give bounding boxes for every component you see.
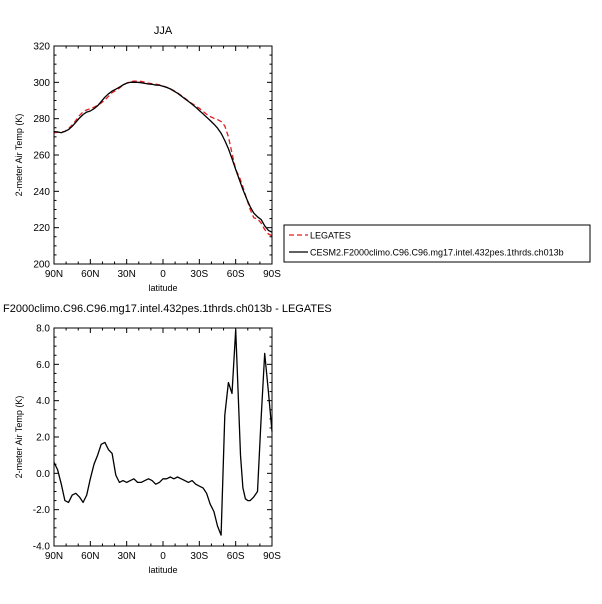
legend-box <box>283 224 591 263</box>
x-tick-label: 60S <box>227 551 245 562</box>
y-tick-label: -4.0 <box>33 542 51 553</box>
x-tick-label: 0 <box>160 269 166 280</box>
x-tick-label: 30N <box>117 269 135 280</box>
x-tick-label: 90N <box>45 269 63 280</box>
y-tick-label: 220 <box>33 223 50 234</box>
y-tick-label: 300 <box>33 78 50 89</box>
x-tick-label: 60N <box>81 269 99 280</box>
x-tick-label: 90S <box>263 269 281 280</box>
chart-title: F2000climo.C96.C96.mg17.intel.432pes.1th… <box>3 303 332 315</box>
x-tick-label: 60S <box>227 269 245 280</box>
plot-frame <box>53 45 273 265</box>
y-tick-label: 200 <box>33 260 50 271</box>
y-tick-label: 320 <box>33 42 50 53</box>
y-tick-label: 0.0 <box>36 469 50 480</box>
legend-label-1: CESM2.F2000climo.C96.C96.mg17.intel.432p… <box>310 248 564 258</box>
series-line-1 <box>53 81 273 233</box>
plot-frame <box>53 327 273 547</box>
chart-title: JJA <box>154 25 173 37</box>
x-tick-label: 30N <box>117 551 135 562</box>
y-tick-label: 280 <box>33 114 50 125</box>
x-tick-label: 0 <box>160 551 166 562</box>
series-line-0 <box>53 329 273 536</box>
y-tick-label: 4.0 <box>36 396 50 407</box>
y-tick-label: 6.0 <box>36 360 50 371</box>
y-tick-label: -2.0 <box>33 505 51 516</box>
y-axis-label: 2-meter Air Temp (K) <box>14 396 24 479</box>
x-tick-label: 30S <box>190 269 208 280</box>
y-tick-label: 260 <box>33 151 50 162</box>
x-axis-label: latitude <box>148 565 177 575</box>
series-line-0 <box>53 80 273 237</box>
y-axis-label: 2-meter Air Temp (K) <box>14 114 24 197</box>
y-tick-label: 8.0 <box>36 324 50 335</box>
x-tick-label: 90S <box>263 551 281 562</box>
x-axis-label: latitude <box>148 283 177 293</box>
x-tick-label: 30S <box>190 551 208 562</box>
legend-label-0: LEGATES <box>310 231 351 241</box>
x-tick-label: 60N <box>81 551 99 562</box>
bottom-chart: F2000climo.C96.C96.mg17.intel.432pes.1th… <box>3 303 332 575</box>
legend: LEGATES CESM2.F2000climo.C96.C96.mg17.int… <box>283 224 591 263</box>
y-tick-label: 240 <box>33 187 50 198</box>
y-tick-label: 2.0 <box>36 433 50 444</box>
x-tick-label: 90N <box>45 551 63 562</box>
top-chart: JJA 90N 60N 30N 0 30S 60S 90S 200 220 240 260 280 300… <box>14 25 591 293</box>
